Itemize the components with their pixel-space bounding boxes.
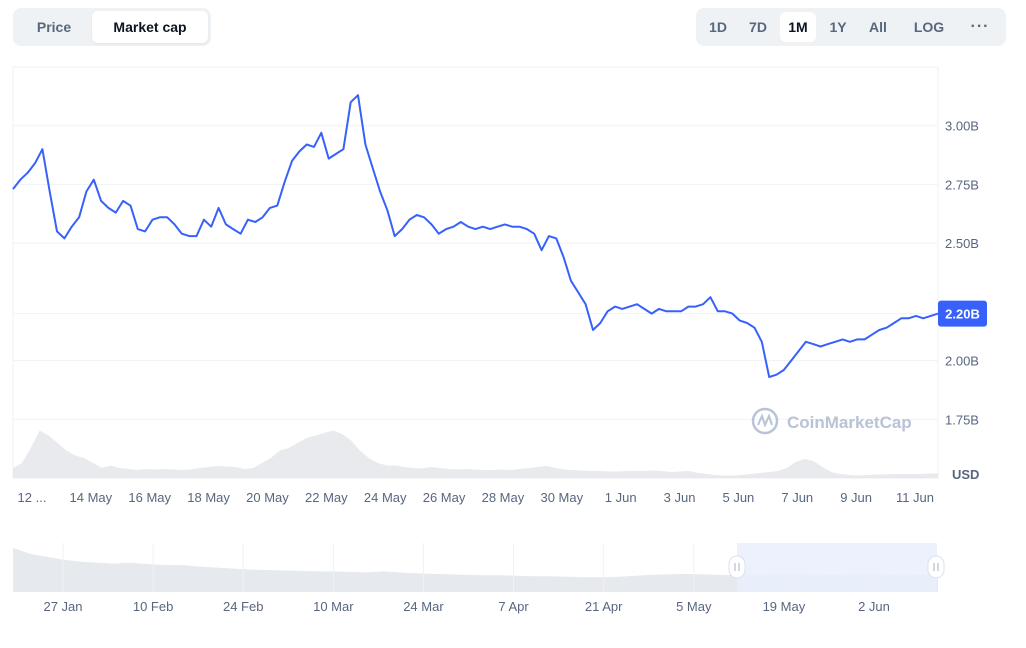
navigator-handle-bg (927, 555, 945, 579)
navigator-handle[interactable] (927, 555, 945, 579)
x-tick-label: 5 Jun (722, 490, 754, 505)
price-tab[interactable]: Price (36, 19, 72, 35)
x-tick-label: 26 May (423, 490, 466, 505)
navigator-tick-label: 19 May (763, 599, 806, 614)
market-cap-tab[interactable]: Market cap (92, 11, 208, 43)
y-tick-label: 3.00B (945, 119, 979, 134)
time-range-selector: 1D 7D 1M 1Y All LOG ··· (696, 8, 1006, 46)
navigator-tick-label: 21 Apr (585, 599, 623, 614)
navigator-tick-label: 10 Mar (313, 599, 354, 614)
x-tick-label: 12 ... (18, 490, 47, 505)
navigator-tick-label: 10 Feb (133, 599, 173, 614)
x-tick-label: 28 May (482, 490, 525, 505)
x-tick-label: 16 May (128, 490, 171, 505)
navigator-selection (737, 543, 937, 592)
navigator-tick-label: 2 Jun (858, 599, 890, 614)
navigator-area (13, 547, 938, 592)
x-tick-label: 7 Jun (781, 490, 813, 505)
range-1m-button[interactable]: 1M (780, 12, 816, 42)
x-tick-label: 20 May (246, 490, 289, 505)
x-tick-label: 3 Jun (664, 490, 696, 505)
log-scale-button[interactable]: LOG (913, 19, 945, 35)
x-tick-label: 22 May (305, 490, 348, 505)
navigator-handle[interactable] (728, 555, 746, 579)
x-tick-label: 14 May (70, 490, 113, 505)
x-tick-label: 18 May (187, 490, 230, 505)
coinmarketcap-watermark: CoinMarketCap (751, 407, 912, 435)
navigator-tick-label: 27 Jan (43, 599, 82, 614)
y-tick-label: 1.75B (945, 412, 979, 427)
more-options-icon[interactable]: ··· (970, 18, 990, 35)
range-7d-button[interactable]: 7D (749, 19, 767, 35)
range-1d-button[interactable]: 1D (709, 19, 727, 35)
coinmarketcap-logo-mark (757, 413, 773, 428)
y-tick-label: 2.75B (945, 177, 979, 192)
navigator-tick-label: 24 Mar (403, 599, 444, 614)
navigator-tick-label: 5 May (676, 599, 712, 614)
y-tick-label: 2.00B (945, 354, 979, 369)
range-1y-button[interactable]: 1Y (829, 19, 847, 35)
current-value-label: 2.20B (945, 307, 980, 322)
market-cap-line (12, 94, 939, 378)
current-value-badge: 2.20B (938, 300, 987, 327)
range-all-button[interactable]: All (869, 19, 887, 35)
navigator-handle-bg (728, 555, 746, 579)
navigator-tick-label: 7 Apr (498, 599, 529, 614)
x-tick-label: 1 Jun (605, 490, 637, 505)
volume-area (13, 430, 938, 478)
current-value-badge-bg (938, 300, 987, 327)
x-tick-label: 30 May (540, 490, 583, 505)
x-tick-label: 24 May (364, 490, 407, 505)
y-unit-label: USD (952, 467, 979, 482)
x-tick-label: 11 Jun (896, 490, 934, 505)
x-tick-label: 9 Jun (840, 490, 872, 505)
watermark-text: CoinMarketCap (787, 413, 912, 432)
navigator-tick-label: 24 Feb (223, 599, 263, 614)
chart-type-toggle: Price Market cap (13, 8, 211, 46)
y-tick-label: 2.50B (945, 236, 979, 251)
coinmarketcap-logo-icon (751, 407, 779, 435)
